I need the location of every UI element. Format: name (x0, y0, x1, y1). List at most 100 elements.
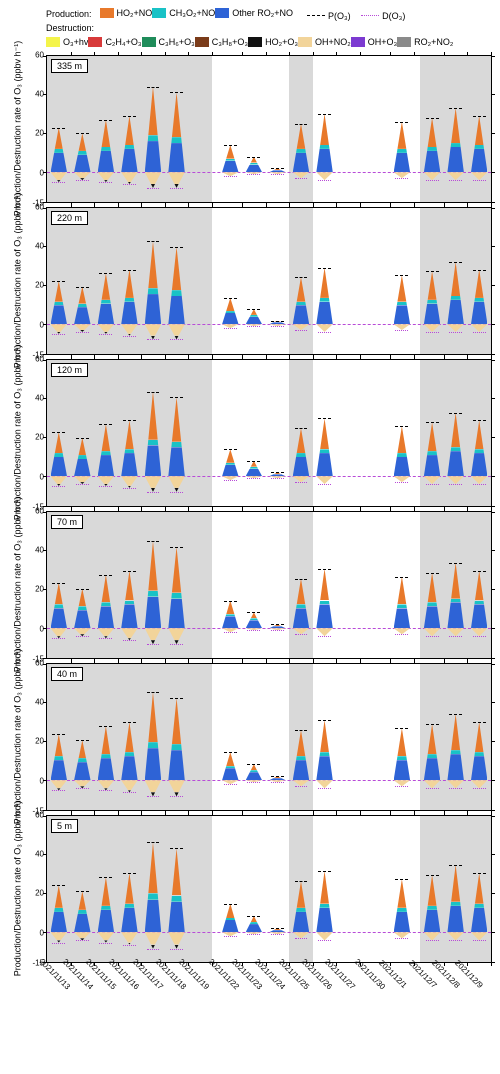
prod-segment-CH3O2NO (293, 756, 309, 760)
dest-segment-OHNO2 (74, 172, 90, 178)
day-column (336, 360, 360, 506)
panel-h40: Production/Destruction rate of O₃ (ppbv … (8, 663, 492, 811)
prod-segment-OtherRO2NO (98, 304, 114, 325)
prod-segment-OtherRO2NO (447, 451, 463, 476)
prod-segment-OtherRO2NO (74, 155, 90, 173)
chart-area: 70 m (46, 511, 492, 659)
dest-segment-OHNO2 (447, 172, 463, 180)
day-column (141, 360, 165, 506)
dest-segment-OHNO2 (121, 628, 137, 638)
do3-marker (295, 330, 308, 331)
prod-segment-OtherRO2NO (121, 604, 137, 628)
po3-marker (170, 247, 183, 248)
prod-segment-HO2NO (471, 571, 487, 601)
dest-segment-OHNO2 (447, 476, 463, 484)
panel-height-label: 40 m (51, 667, 83, 681)
po3-marker (247, 309, 260, 310)
prod-segment-OtherRO2NO (98, 455, 114, 476)
do3-marker (224, 936, 237, 937)
day-column (94, 664, 118, 810)
do3-marker (247, 630, 260, 631)
prod-segment-HO2NO (74, 891, 90, 909)
do3-marker (449, 332, 462, 333)
prod-segment-HO2NO (98, 273, 114, 299)
do3-marker (449, 636, 462, 637)
legend-CH3O2NO: CH₃O₂+NO (152, 8, 215, 18)
prod-segment-CH3O2NO (293, 604, 309, 608)
panel-h335: Production/Destruction rate of O₃ (ppbv … (8, 55, 492, 203)
prod-segment-HO2NO (51, 583, 67, 605)
day-column (71, 512, 95, 658)
po3-marker (318, 871, 331, 872)
do3-marker (247, 478, 260, 479)
panel-height-label: 335 m (51, 59, 88, 73)
prod-segment-HO2NO (168, 547, 184, 593)
day-column (94, 208, 118, 354)
prod-segment-OtherRO2NO (145, 597, 161, 629)
day-column (165, 56, 189, 202)
dest-segment-OHNO2 (145, 476, 161, 488)
day-column (336, 208, 360, 354)
dest-segment-OHNO2 (424, 780, 440, 788)
dest-segment-OHNO2 (121, 932, 137, 942)
prod-segment-HO2NO (74, 740, 90, 758)
po3-marker (147, 541, 160, 542)
prod-segment-CH3O2NO (246, 315, 262, 317)
prod-segment-CH3O2NO (447, 143, 463, 147)
prod-segment-OtherRO2NO (394, 760, 410, 780)
day-column (71, 360, 95, 506)
panel-h220: Production/Destruction rate of O₃ (ppbv … (8, 207, 492, 355)
po3-marker (99, 273, 112, 274)
do3-marker (52, 334, 65, 335)
do3-marker (318, 788, 331, 789)
prod-segment-CH3O2NO (145, 440, 161, 446)
do3-marker (76, 788, 89, 789)
prod-segment-OtherRO2NO (246, 772, 262, 780)
prod-segment-HO2NO (74, 438, 90, 455)
prod-segment-OtherRO2NO (51, 912, 67, 932)
legend-HO2NO: HO₂+NO (100, 8, 153, 18)
prod-segment-OtherRO2NO (447, 300, 463, 325)
day-column (219, 512, 243, 658)
po3-marker (473, 270, 486, 271)
day-column (313, 360, 337, 506)
po3-marker (123, 571, 136, 572)
dest-segment-OHNO2 (471, 476, 487, 484)
do3-marker (473, 180, 486, 181)
prod-segment-OtherRO2NO (246, 317, 262, 325)
po3-marker (473, 116, 486, 117)
prod-segment-OtherRO2NO (222, 465, 238, 477)
po3-marker (395, 728, 408, 729)
panel-height-label: 220 m (51, 211, 88, 225)
legend-C2H4O3: C₂H₄+O₃ (88, 37, 141, 47)
day-column (71, 816, 95, 962)
do3-marker (147, 796, 160, 797)
po3-marker (271, 168, 284, 169)
do3-marker (170, 339, 183, 340)
dest-segment-OHNO2 (424, 628, 440, 636)
dest-segment-OHNO2 (98, 932, 114, 940)
dest-segment-OHNO2 (98, 324, 114, 332)
dest-segment-OHNO2 (168, 476, 184, 488)
dest-segment-OHNO2 (98, 172, 114, 180)
prod-segment-OtherRO2NO (51, 153, 67, 172)
do3-marker (426, 332, 439, 333)
dest-segment-OHNO2 (51, 324, 67, 332)
po3-marker (247, 612, 260, 613)
po3-marker (395, 577, 408, 578)
prod-segment-CH3O2NO (168, 593, 184, 599)
panel-height-label: 70 m (51, 515, 83, 529)
do3-marker (99, 334, 112, 335)
prod-segment-OtherRO2NO (74, 459, 90, 476)
day-column (467, 56, 491, 202)
prod-segment-CH3O2NO (74, 151, 90, 155)
do3-marker (99, 638, 112, 639)
day-column (165, 816, 189, 962)
do3-marker (52, 182, 65, 183)
do3-marker (147, 339, 160, 340)
prod-segment-HO2NO (447, 108, 463, 143)
legend-C3H6O3: C₃H₆+O₃ (142, 37, 195, 47)
prod-segment-OtherRO2NO (74, 307, 90, 324)
prod-segment-OtherRO2NO (222, 161, 238, 173)
prod-segment-OtherRO2NO (424, 151, 440, 172)
